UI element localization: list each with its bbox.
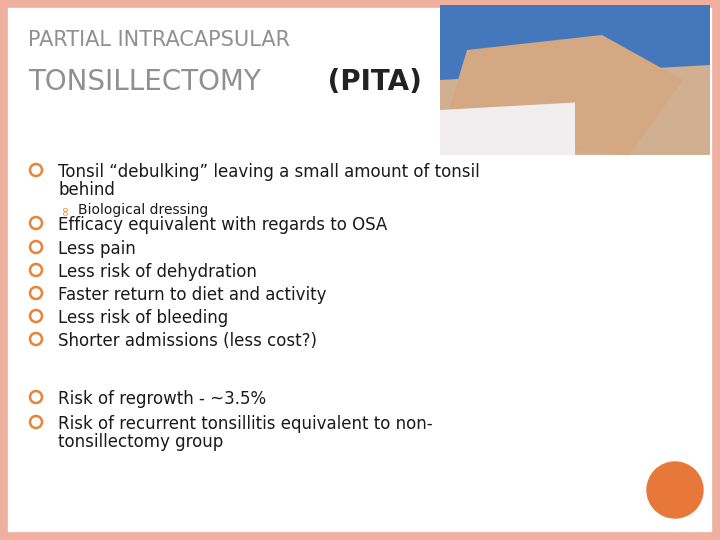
- Text: Less pain: Less pain: [58, 240, 136, 258]
- Polygon shape: [440, 103, 575, 155]
- Text: Tonsil “debulking” leaving a small amount of tonsil: Tonsil “debulking” leaving a small amoun…: [58, 163, 480, 181]
- Text: Shorter admissions (less cost?): Shorter admissions (less cost?): [58, 332, 317, 350]
- Polygon shape: [440, 5, 710, 80]
- Text: PARTIAL INTRACAPSULAR: PARTIAL INTRACAPSULAR: [28, 30, 290, 50]
- Text: ∞: ∞: [58, 205, 71, 215]
- Polygon shape: [440, 35, 683, 155]
- FancyBboxPatch shape: [3, 3, 717, 537]
- Text: Faster return to diet and activity: Faster return to diet and activity: [58, 286, 326, 304]
- Text: TONSILLECTOMY: TONSILLECTOMY: [28, 68, 261, 96]
- FancyBboxPatch shape: [440, 5, 710, 155]
- Text: Biological dressing: Biological dressing: [78, 203, 208, 217]
- Circle shape: [647, 462, 703, 518]
- Text: behind: behind: [58, 181, 115, 199]
- Text: Efficacy equivalent with regards to OSA: Efficacy equivalent with regards to OSA: [58, 216, 387, 234]
- Text: tonsillectomy group: tonsillectomy group: [58, 433, 223, 451]
- Text: Less risk of dehydration: Less risk of dehydration: [58, 263, 257, 281]
- Text: Risk of regrowth - ~3.5%: Risk of regrowth - ~3.5%: [58, 390, 266, 408]
- Text: (PITA): (PITA): [318, 68, 422, 96]
- Text: Less risk of bleeding: Less risk of bleeding: [58, 309, 228, 327]
- Text: Risk of recurrent tonsillitis equivalent to non-: Risk of recurrent tonsillitis equivalent…: [58, 415, 433, 433]
